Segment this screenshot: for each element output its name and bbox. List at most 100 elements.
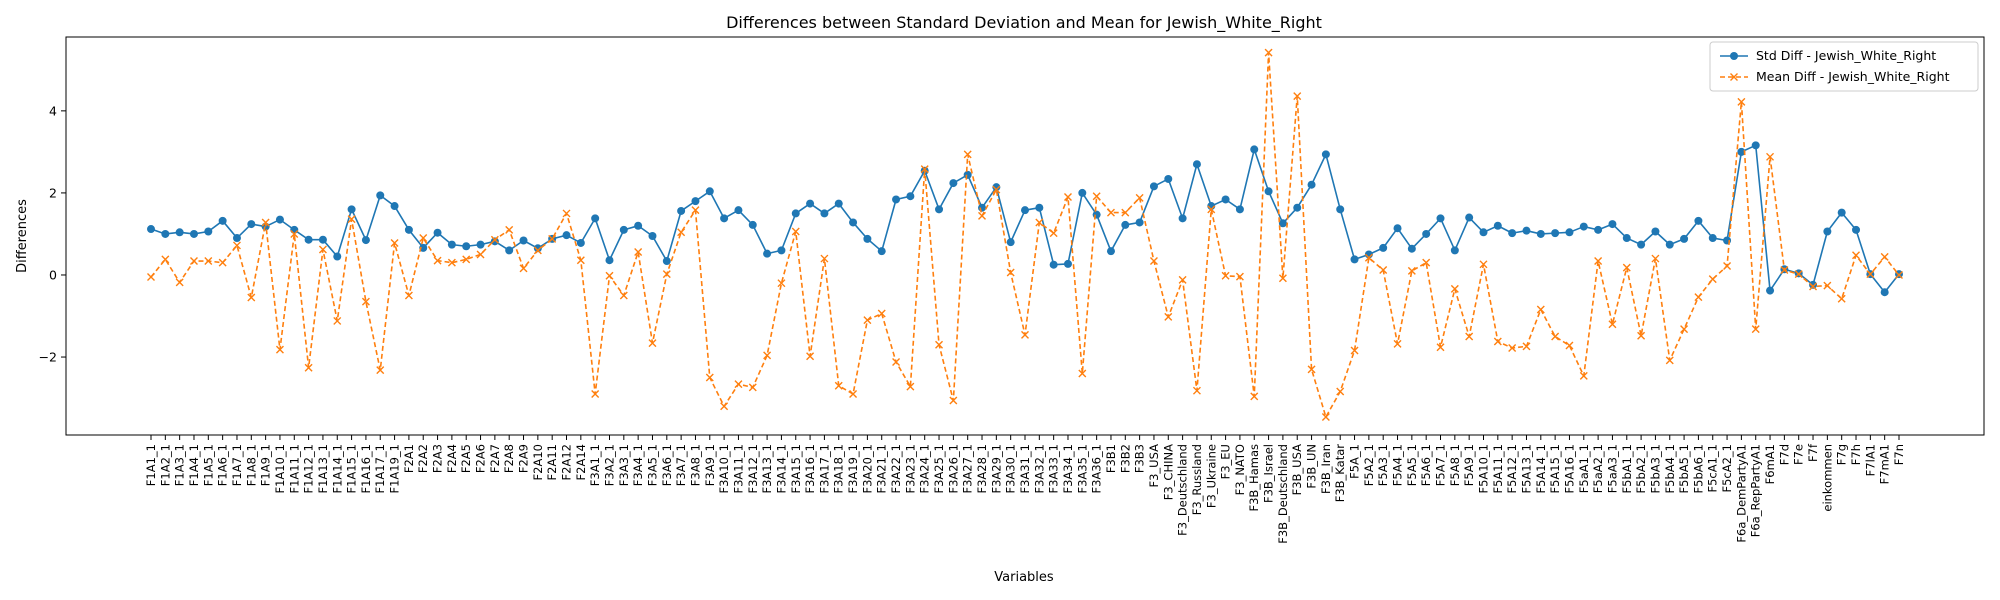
data-point xyxy=(490,235,499,244)
x-tick-label: F3_USA xyxy=(1147,444,1161,488)
data-point xyxy=(1823,281,1832,290)
data-point xyxy=(189,257,198,266)
data-point xyxy=(147,273,155,282)
data-point xyxy=(1780,266,1789,275)
x-tick-label: F1A12_1 xyxy=(302,444,316,494)
data-point xyxy=(1221,271,1230,280)
data-point xyxy=(275,345,284,354)
data-point xyxy=(376,191,385,200)
data-point xyxy=(863,316,872,325)
data-point xyxy=(232,234,241,243)
x-tick-label: F3_CHINA xyxy=(1161,444,1175,500)
x-tick-label: F1A15_1 xyxy=(345,444,359,494)
data-point xyxy=(390,238,399,247)
data-point xyxy=(634,248,643,256)
data-point xyxy=(1164,174,1173,183)
data-point xyxy=(648,339,657,348)
data-point xyxy=(791,227,800,236)
data-point xyxy=(1407,266,1416,275)
data-point xyxy=(1665,240,1674,249)
data-point xyxy=(1049,229,1058,238)
x-tick-label: F3A5_1 xyxy=(645,444,659,486)
data-point xyxy=(677,228,686,237)
x-tick-label: F1A8_1 xyxy=(244,444,258,486)
data-point xyxy=(892,357,901,366)
data-point xyxy=(849,218,858,227)
data-point xyxy=(462,255,471,264)
x-tick-label: F1A5_1 xyxy=(201,444,215,486)
x-tick-label: F3_Deutschland xyxy=(1176,444,1190,536)
data-point xyxy=(935,205,944,214)
data-point xyxy=(935,340,944,349)
x-tick-label: F5A_1 xyxy=(1348,444,1362,479)
data-point xyxy=(963,150,972,159)
data-point xyxy=(1407,244,1416,253)
data-point xyxy=(1364,253,1373,262)
x-tick-label: F2A12 xyxy=(560,444,574,480)
data-point xyxy=(1250,392,1259,401)
x-tick-label: F3B_Hamas xyxy=(1247,444,1261,512)
data-point xyxy=(1637,331,1646,340)
data-point xyxy=(705,187,714,196)
x-tick-label: F5A16_1 xyxy=(1562,444,1576,494)
series-1 xyxy=(147,48,1903,421)
data-point xyxy=(304,363,313,372)
x-tick-label: F5bA6_1 xyxy=(1691,444,1705,493)
data-point xyxy=(1852,225,1861,234)
data-point xyxy=(1035,218,1044,227)
data-point xyxy=(949,179,958,188)
x-tick-label: F6a_RepPartyA1 xyxy=(1749,444,1763,537)
x-tick-label: F3A16_1 xyxy=(803,444,817,494)
x-tick-label: F1A13_1 xyxy=(316,444,330,494)
data-point xyxy=(1594,225,1603,234)
x-tick-label: F3A13_1 xyxy=(760,444,774,494)
data-point xyxy=(1106,208,1115,217)
data-point xyxy=(1221,195,1230,204)
x-tick-label: F2A4 xyxy=(445,444,459,473)
data-point xyxy=(1422,229,1431,238)
x-tick-label: F1A10_1 xyxy=(273,444,287,494)
data-point xyxy=(906,382,915,391)
data-point xyxy=(1551,229,1560,238)
x-tick-label: F2A11 xyxy=(545,444,559,480)
data-point xyxy=(533,246,542,255)
data-point xyxy=(1694,293,1703,302)
data-point xyxy=(1766,286,1775,295)
x-tick-label: F5A10_1 xyxy=(1476,444,1490,494)
x-tick-label: F1A14_1 xyxy=(330,444,344,494)
data-point xyxy=(1307,180,1316,189)
x-tick-label: F3B_USA xyxy=(1290,444,1304,496)
x-tick-label: F5aA3_1 xyxy=(1605,444,1619,493)
x-tick-label: F3A6_1 xyxy=(660,444,674,486)
x-tick-label: F1A6_1 xyxy=(216,444,230,486)
data-point xyxy=(1565,228,1574,237)
data-point xyxy=(519,236,528,245)
data-point xyxy=(691,197,700,206)
data-point xyxy=(390,202,399,211)
data-point xyxy=(189,229,198,238)
data-point xyxy=(1794,270,1803,279)
x-tick-label: F3A35_1 xyxy=(1075,444,1089,494)
x-tick-label: F7d xyxy=(1777,444,1791,465)
data-point xyxy=(1321,412,1330,421)
x-tick-label: F5A6_1 xyxy=(1419,444,1433,486)
data-point xyxy=(1522,226,1531,235)
data-point xyxy=(433,228,442,237)
data-point xyxy=(576,238,585,247)
data-point xyxy=(218,258,227,267)
x-tick-label: F2A7 xyxy=(488,444,502,473)
x-tick-label: F2A2 xyxy=(416,444,430,473)
data-point xyxy=(720,214,729,223)
data-point xyxy=(404,225,413,234)
data-point xyxy=(1293,203,1302,212)
y-axis-label: Differences xyxy=(15,199,30,273)
data-point xyxy=(619,225,628,234)
x-tick-label: F3A30_1 xyxy=(1004,444,1018,494)
data-point xyxy=(1680,325,1689,334)
data-point xyxy=(748,220,757,229)
data-point xyxy=(1264,48,1273,57)
data-point xyxy=(533,244,542,253)
x-tick-label: F3A17_1 xyxy=(817,444,831,494)
